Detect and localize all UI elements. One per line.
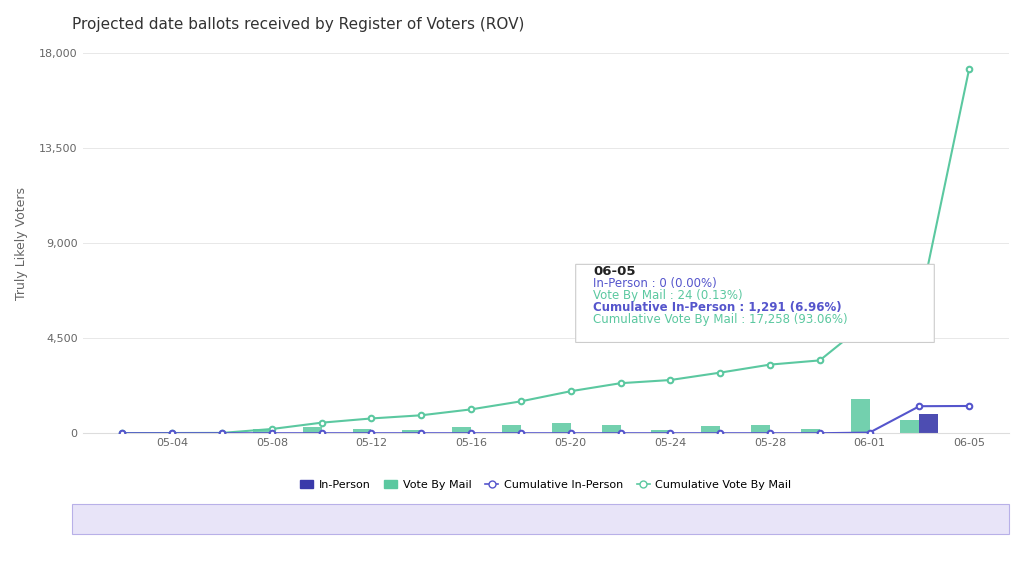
Bar — [502, 425, 521, 433]
Bar — [851, 400, 869, 433]
Text: 06-05: 06-05 — [593, 265, 636, 278]
Bar — [920, 414, 938, 433]
FancyBboxPatch shape — [575, 264, 934, 343]
Legend: In-Person, Vote By Mail, Cumulative In-Person, Cumulative Vote By Mail: In-Person, Vote By Mail, Cumulative In-P… — [296, 475, 796, 494]
Text: In-Person : 0 (0.00%): In-Person : 0 (0.00%) — [593, 278, 717, 291]
Bar — [701, 426, 720, 433]
Bar — [801, 429, 820, 433]
Bar — [303, 427, 322, 433]
Bar — [651, 430, 671, 433]
Text: Vote By Mail : 24 (0.13%): Vote By Mail : 24 (0.13%) — [593, 289, 742, 302]
Bar — [352, 429, 372, 433]
Bar — [253, 429, 271, 433]
Bar — [552, 423, 570, 433]
Text: Projected date ballots received by Register of Voters (ROV): Projected date ballots received by Regis… — [72, 17, 524, 32]
Bar — [453, 427, 471, 433]
Text: Cumulative Vote By Mail : 17,258 (93.06%): Cumulative Vote By Mail : 17,258 (93.06%… — [593, 313, 848, 326]
Text: Cumulative In-Person : 1,291 (6.96%): Cumulative In-Person : 1,291 (6.96%) — [593, 301, 842, 314]
Bar — [900, 420, 920, 433]
Bar — [402, 430, 421, 433]
Bar — [751, 425, 770, 433]
Bar — [601, 425, 621, 433]
Y-axis label: Truly Likely Voters: Truly Likely Voters — [15, 187, 28, 300]
